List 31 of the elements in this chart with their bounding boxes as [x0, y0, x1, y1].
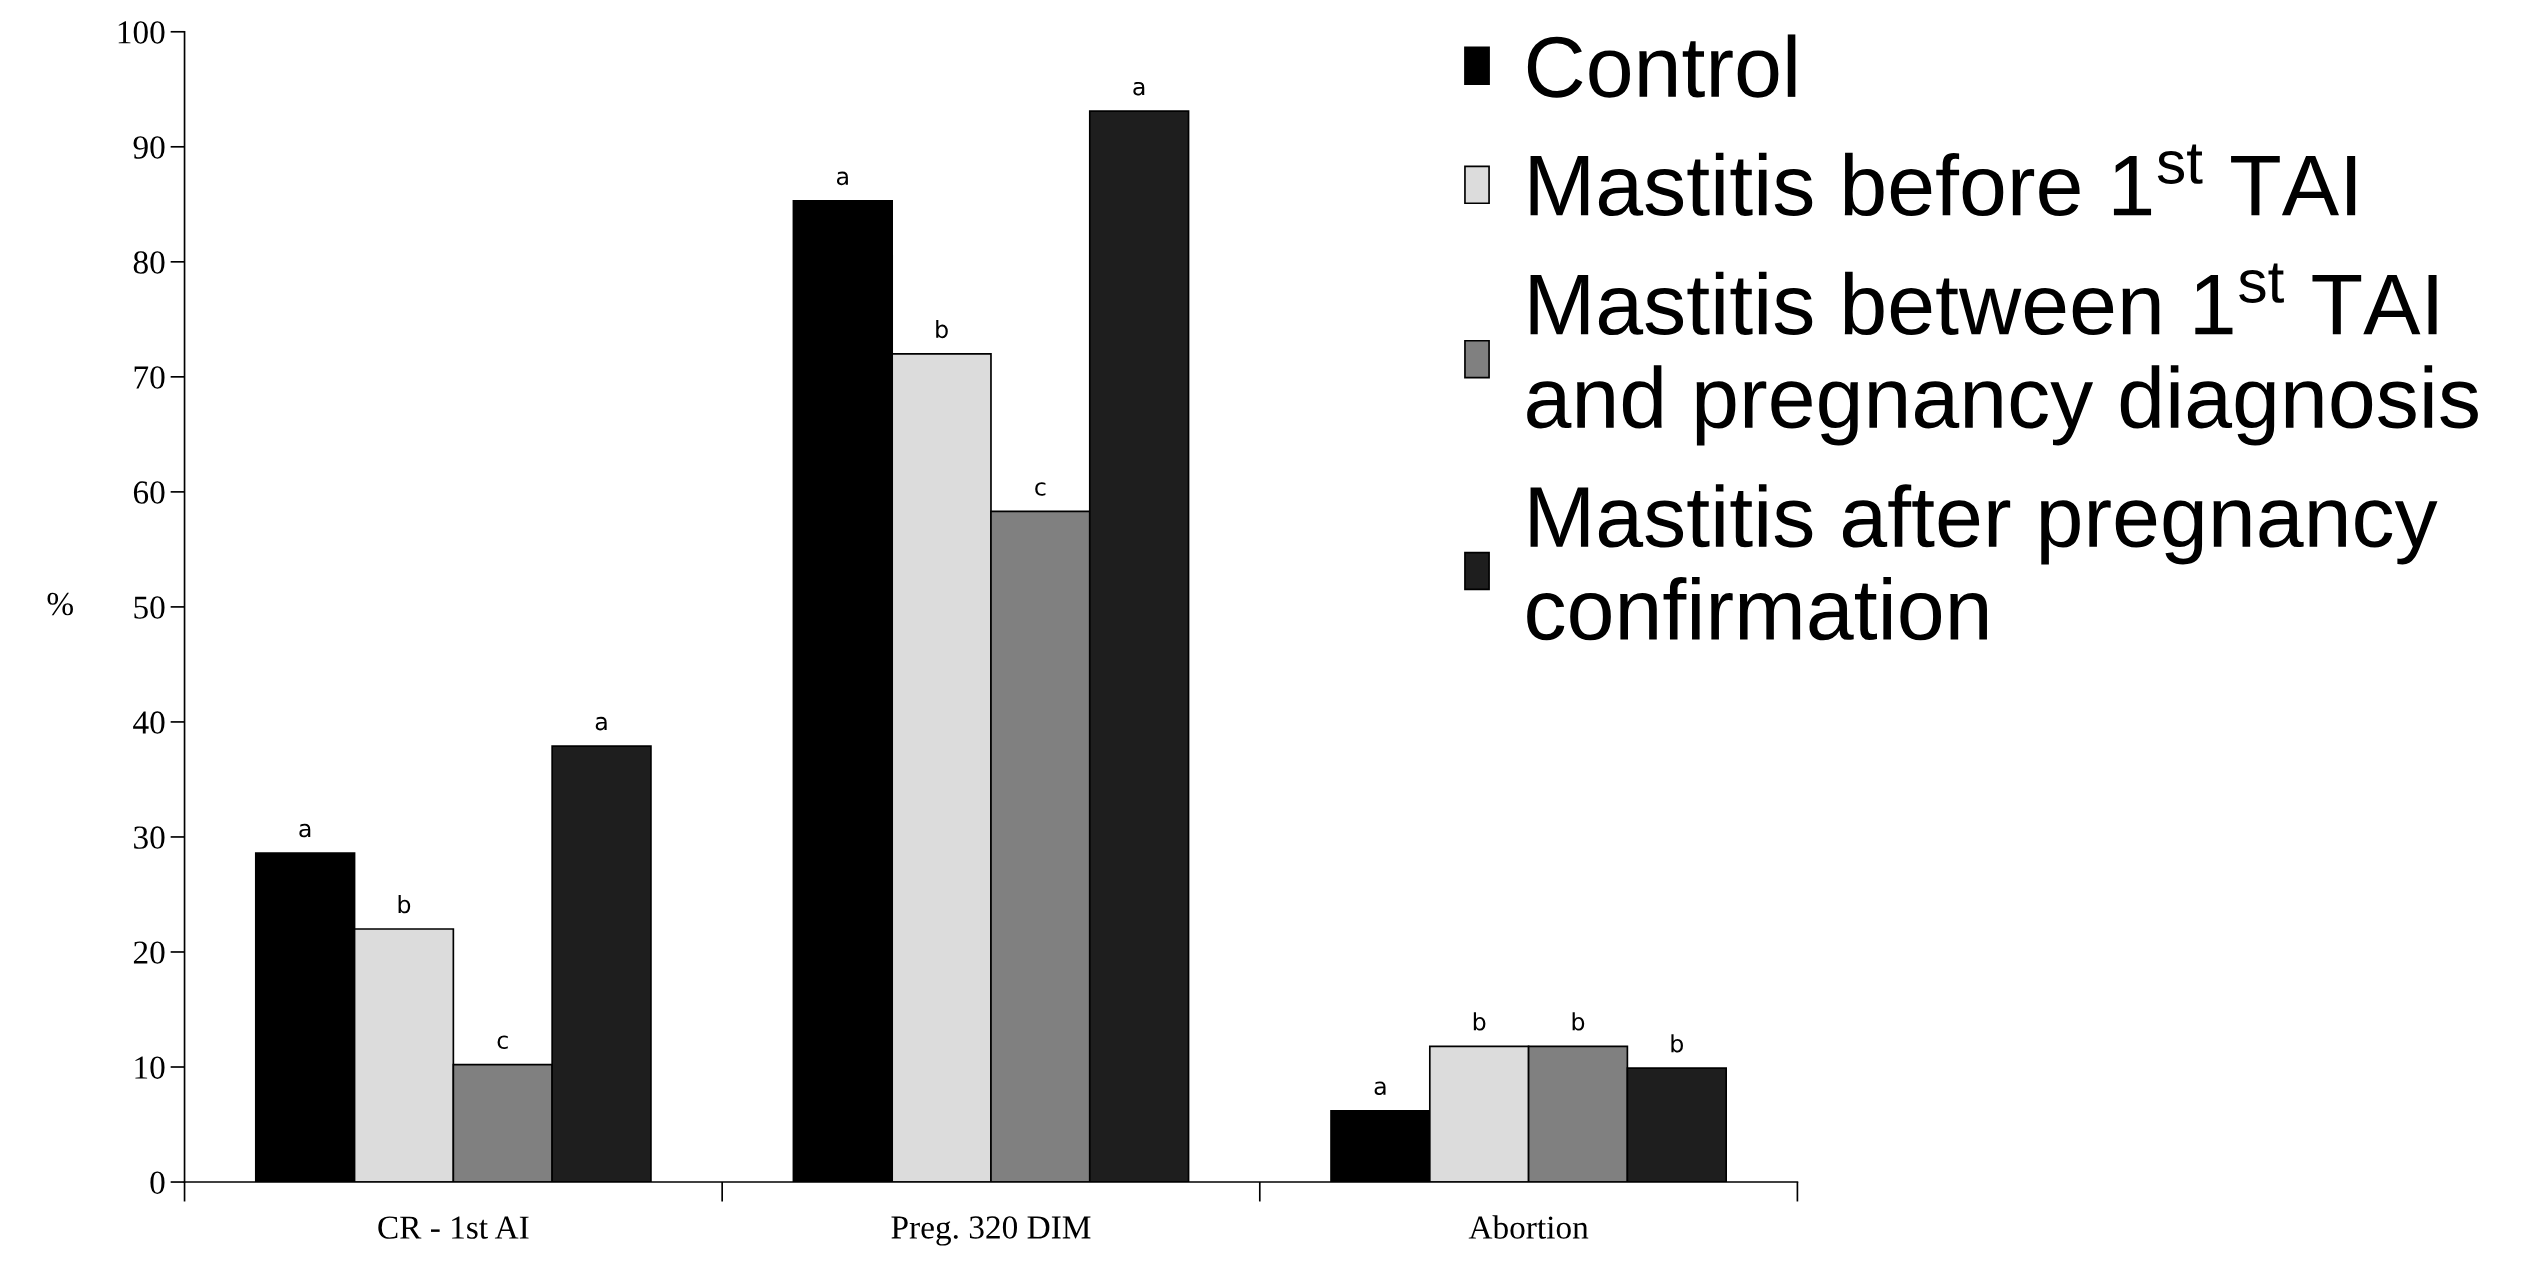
data-label: c	[1035, 482, 1046, 496]
y-tick-label: 60	[133, 481, 165, 504]
data-label: b	[1671, 1034, 1683, 1053]
y-tick-label: 10	[135, 1056, 165, 1079]
y-tick-label: 40	[133, 711, 165, 734]
y-tick-label: 30	[134, 826, 165, 849]
data-label: a	[595, 716, 607, 731]
legend-label: Control	[1527, 34, 1796, 98]
y-axis-title: %	[47, 592, 73, 616]
y-tick-label: 70	[134, 366, 165, 389]
data-label: b	[398, 895, 411, 914]
x-tick-label: Abortion	[1468, 1215, 1589, 1239]
x-tick-label: CR - 1st AI	[378, 1216, 529, 1239]
y-tick-label: 50	[134, 596, 165, 619]
y-tick-label: 80	[133, 251, 165, 274]
data-label: a	[299, 823, 311, 838]
legend-label: Mastitis after pregnancy confirmation	[1527, 484, 2438, 641]
legend-label: Mastitis between 1$^{st}$ TAI and pregnancy diagnosis	[1527, 263, 2478, 446]
y-tick-label: 90	[133, 136, 165, 159]
data-label: a	[1374, 1081, 1386, 1096]
legend-label: Mastitis before 1$^{st}$ TAI	[1530, 144, 2356, 217]
y-tick-label: 100	[118, 21, 165, 44]
data-label: c	[497, 1035, 508, 1050]
data-label: b	[1572, 1012, 1585, 1031]
data-label: a	[1133, 81, 1145, 96]
data-label: b	[1473, 1012, 1486, 1031]
data-label: b	[936, 319, 948, 339]
y-tick-label: 0	[150, 1171, 165, 1194]
x-tick-label: Preg. 320 DIM	[891, 1216, 1091, 1246]
y-tick-label: 20	[133, 941, 165, 964]
data-label: a	[836, 171, 848, 186]
